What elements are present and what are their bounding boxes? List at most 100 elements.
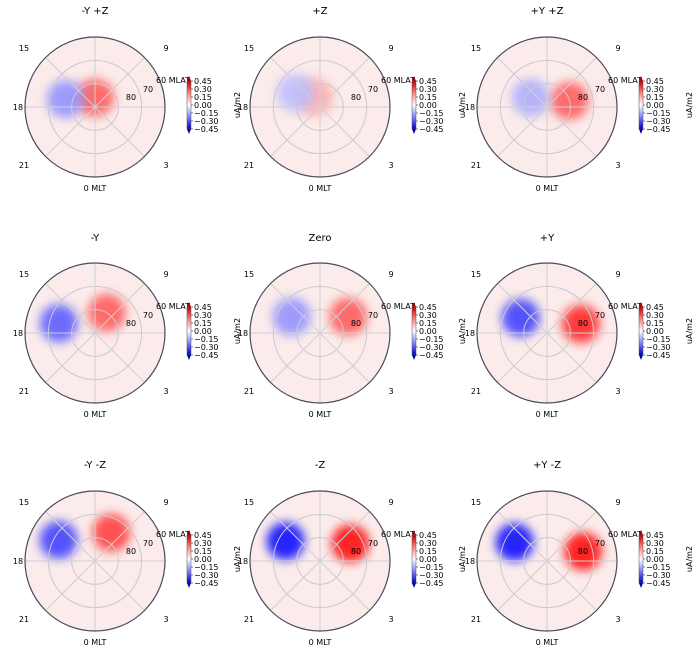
mlt-label-0: 0 MLT	[84, 638, 107, 647]
mlt-label-21: 21	[244, 615, 254, 624]
mlt-spoke	[497, 283, 548, 334]
colorbar-tick-label: 0.45	[646, 531, 664, 540]
colorbar-bar	[186, 306, 192, 356]
panel-title: -Y -Z	[84, 460, 106, 471]
mlat-label-60: 60 MLAT	[608, 76, 642, 85]
colorbar-tick-label: 0.00	[646, 101, 664, 110]
colorbar-tick-label: 0.45	[194, 531, 212, 540]
colorbar-tick-label: −0.30	[646, 117, 671, 126]
mlt-spoke	[546, 560, 597, 611]
mlt-label-0: 0 MLT	[536, 184, 559, 193]
colorbar-label: uA/m2	[458, 92, 467, 118]
mlat-label-70: 70	[595, 539, 605, 548]
colorbar-tick-label: 0.15	[646, 547, 664, 556]
mlt-spoke	[319, 332, 370, 383]
mlt-spoke	[94, 511, 145, 562]
mlat-label-80: 80	[578, 319, 588, 328]
polar-frame	[249, 262, 391, 404]
mlat-label-60: 60 MLAT	[381, 302, 415, 311]
mlt-spoke	[546, 332, 597, 383]
mlt-label-0: 0 MLT	[309, 410, 332, 419]
colorbar-extend-top	[187, 76, 191, 81]
colorbar-bar	[638, 306, 644, 356]
colorbar-bar	[411, 80, 417, 130]
colorbar-label: uA/m2	[685, 546, 694, 572]
mlt-spoke	[270, 332, 321, 383]
mlat-label-60: 60 MLAT	[608, 302, 642, 311]
colorbar-extend-bottom	[187, 355, 191, 360]
mlt-label-15: 15	[244, 498, 254, 507]
panel-title: +Z	[312, 6, 327, 17]
colorbar-tick-label: 0.45	[646, 303, 664, 312]
mlt-label-18: 18	[465, 329, 475, 338]
colorbar-tick-label: 0.15	[646, 319, 664, 328]
mlt-label-0: 0 MLT	[309, 638, 332, 647]
colorbar-label: uA/m2	[233, 318, 242, 344]
colorbar-tick-label: 0.45	[419, 531, 437, 540]
mlt-label-18: 18	[13, 103, 23, 112]
colorbar-tick-label: −0.15	[194, 335, 219, 344]
downward-current-patch	[276, 74, 315, 112]
colorbar-tick-label: 0.15	[419, 319, 437, 328]
mlt-spoke	[546, 106, 597, 157]
mlat-label-80: 80	[126, 93, 136, 102]
mlt-spoke	[45, 560, 96, 611]
upward-current-patch	[331, 524, 370, 563]
mlt-spoke	[319, 106, 370, 157]
colorbar-tick-label: 0.00	[419, 327, 437, 336]
colorbar-tick-label: 0.45	[646, 77, 664, 86]
colorbar-tick-label: 0.30	[419, 539, 437, 548]
mlt-label-0: 0 MLT	[536, 410, 559, 419]
colorbar-tick-label: 0.45	[419, 77, 437, 86]
colorbar-extend-top	[639, 530, 643, 535]
colorbar-tick-label: 0.15	[194, 319, 212, 328]
mlt-spoke	[45, 511, 96, 562]
mlat-label-80: 80	[126, 319, 136, 328]
mlat-label-80: 80	[578, 547, 588, 556]
polar-frame	[476, 490, 618, 632]
mlat-label-60: 60 MLAT	[156, 76, 190, 85]
mlt-label-21: 21	[19, 387, 29, 396]
mlt-label-9: 9	[163, 498, 168, 507]
colorbar-tick-label: −0.30	[419, 343, 444, 352]
mlt-label-0: 0 MLT	[84, 184, 107, 193]
colorbar-tick-label: 0.15	[419, 547, 437, 556]
mlt-spoke	[497, 57, 548, 108]
mlt-label-9: 9	[388, 498, 393, 507]
colorbar: 0.450.300.150.00−0.15−0.30−0.45 uA/m2	[186, 76, 242, 134]
mlt-label-0: 0 MLT	[309, 184, 332, 193]
colorbar-label: uA/m2	[685, 318, 694, 344]
mlt-spoke	[94, 106, 145, 157]
mlt-label-18: 18	[465, 557, 475, 566]
colorbar-tick-label: −0.30	[646, 343, 671, 352]
mlat-label-80: 80	[126, 547, 136, 556]
mlt-label-3: 3	[388, 615, 393, 624]
colorbar-tick-label: −0.45	[419, 579, 444, 588]
mlat-label-60: 60 MLAT	[156, 530, 190, 539]
mlat-label-70: 70	[595, 311, 605, 320]
mlt-label-3: 3	[163, 615, 168, 624]
mlt-spoke	[94, 57, 145, 108]
colorbar-label: uA/m2	[685, 92, 694, 118]
colorbar-label: uA/m2	[233, 546, 242, 572]
mlat-label-60: 60 MLAT	[381, 76, 415, 85]
polar-frame	[24, 490, 166, 632]
mlt-label-21: 21	[19, 161, 29, 170]
colorbar-tick-label: 0.15	[194, 547, 212, 556]
colorbar-tick-label: −0.45	[194, 125, 219, 134]
mlt-label-9: 9	[615, 44, 620, 53]
colorbar-tick-label: −0.15	[646, 563, 671, 572]
colorbar-extend-top	[187, 302, 191, 307]
colorbar-tick-label: 0.30	[194, 85, 212, 94]
colorbar-bar	[638, 534, 644, 584]
downward-current-patch	[495, 523, 534, 562]
mlt-spoke	[546, 511, 597, 562]
mlat-label-70: 70	[368, 311, 378, 320]
mlt-label-3: 3	[615, 615, 620, 624]
colorbar-tick-label: −0.30	[419, 571, 444, 580]
mlt-spoke	[497, 511, 548, 562]
polar-frame	[24, 36, 166, 178]
